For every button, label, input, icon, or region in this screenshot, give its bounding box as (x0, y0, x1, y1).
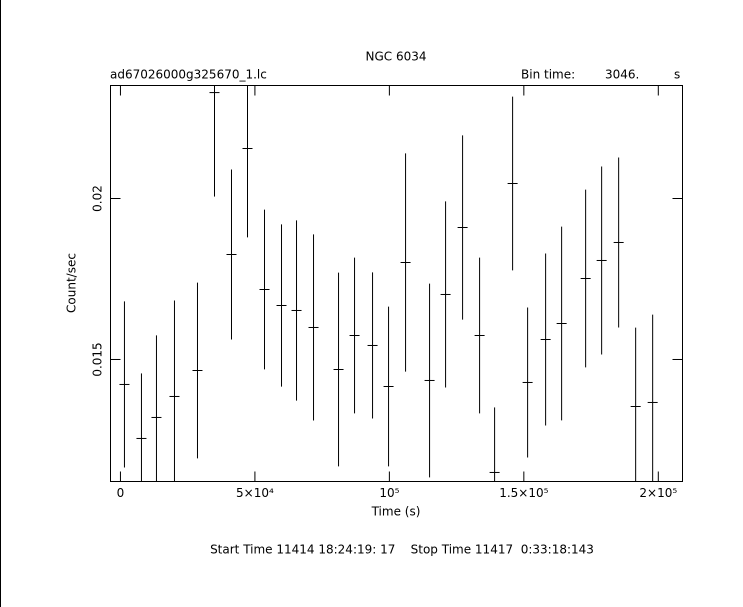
chart-title: NGC 6034 (365, 50, 426, 64)
y-tick-label: 0.015 (91, 342, 105, 376)
plot-frame (110, 85, 683, 482)
file-name: ad67026000g325670_1.lc (110, 68, 267, 82)
x-tick-label: 5×10⁴ (236, 486, 274, 500)
bin-time: 3046. (605, 68, 639, 82)
y-tick-label: 0.02 (91, 185, 105, 212)
x-tick-label: 2×10⁵ (639, 486, 677, 500)
bin-time-unit: s (674, 68, 680, 82)
x-tick-label: 1.5×10⁵ (499, 486, 548, 500)
bin-time-label: Bin time: (521, 68, 575, 82)
y-axis-label: Count/sec (65, 253, 79, 313)
x-axis-label: Time (s) (371, 505, 421, 519)
x-tick-label: 0 (117, 486, 125, 500)
footer: Start Time 11414 18:24:19: 17 Stop Time … (210, 543, 594, 557)
x-tick-label: 10⁵ (379, 486, 399, 500)
